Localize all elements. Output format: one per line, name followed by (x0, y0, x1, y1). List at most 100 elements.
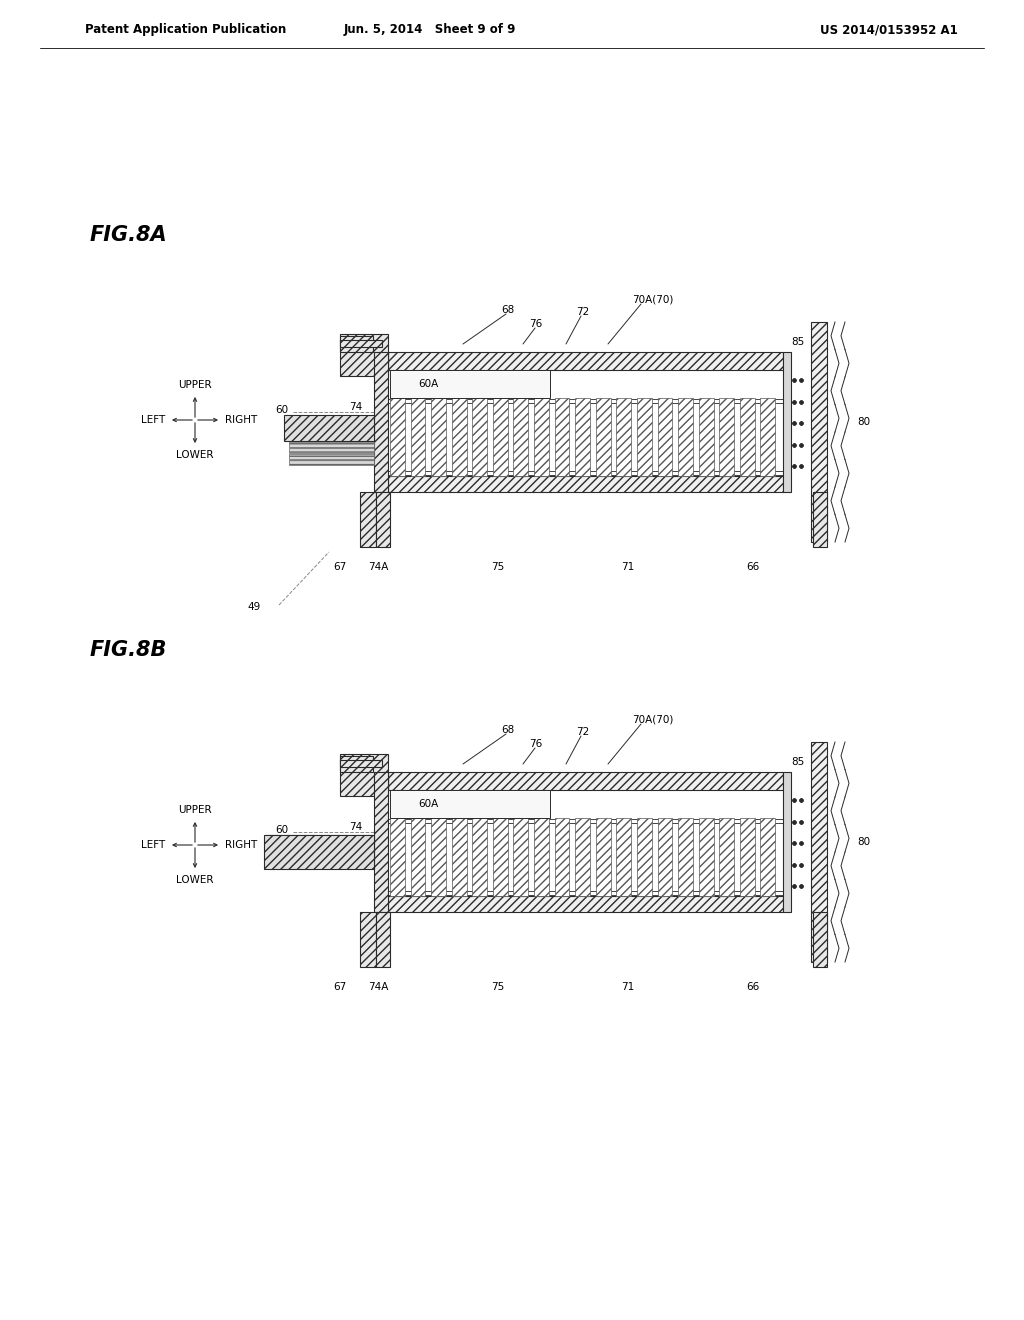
Bar (472, 818, 487, 896)
Bar (340, 334, 388, 376)
Bar (698, 399, 714, 477)
Bar (411, 399, 425, 477)
Bar (616, 399, 631, 477)
Bar (374, 772, 388, 912)
Bar (289, 454, 374, 459)
Text: 70A(70): 70A(70) (632, 715, 674, 725)
Bar (698, 818, 714, 896)
Text: LOWER: LOWER (176, 875, 214, 884)
Text: 80: 80 (857, 417, 870, 426)
Bar (616, 818, 631, 896)
Text: 67: 67 (333, 562, 346, 572)
Bar (340, 756, 373, 772)
Bar (657, 818, 673, 896)
Bar (340, 754, 388, 796)
Bar (360, 912, 376, 968)
Bar (452, 399, 467, 477)
Bar (284, 414, 374, 441)
Bar (493, 399, 508, 477)
Bar (289, 442, 374, 447)
Bar (452, 818, 467, 896)
Text: UPPER: UPPER (178, 380, 212, 389)
Text: 75: 75 (492, 562, 505, 572)
Bar (513, 818, 528, 896)
Bar (340, 337, 373, 352)
Text: 60: 60 (274, 405, 288, 414)
Bar (431, 399, 446, 477)
Bar (535, 399, 549, 477)
Text: 76: 76 (529, 319, 543, 329)
Bar (555, 818, 569, 896)
Text: RIGHT: RIGHT (225, 414, 257, 425)
Text: Patent Application Publication: Patent Application Publication (85, 24, 287, 37)
Bar (493, 818, 508, 896)
Text: 71: 71 (622, 562, 635, 572)
Bar (340, 760, 382, 767)
Text: US 2014/0153952 A1: US 2014/0153952 A1 (820, 24, 957, 37)
Text: 68: 68 (502, 725, 515, 735)
Text: FIG.8A: FIG.8A (90, 224, 168, 246)
Text: LOWER: LOWER (176, 450, 214, 459)
Text: 72: 72 (577, 727, 590, 737)
Bar (289, 459, 374, 465)
Bar (388, 772, 783, 789)
Text: 85: 85 (792, 337, 805, 347)
Bar (811, 322, 827, 543)
Bar (360, 492, 376, 546)
Bar (637, 818, 651, 896)
Bar (411, 818, 425, 896)
Text: UPPER: UPPER (178, 805, 212, 814)
Text: LEFT: LEFT (140, 840, 165, 850)
Bar (376, 912, 390, 968)
Text: 74: 74 (349, 403, 362, 412)
Bar (390, 818, 404, 896)
Text: 66: 66 (746, 562, 760, 572)
Bar (264, 836, 374, 869)
Text: 74: 74 (349, 822, 362, 832)
Bar (340, 341, 382, 347)
Bar (555, 399, 569, 477)
Bar (761, 818, 775, 896)
Bar (740, 399, 755, 477)
Bar (431, 818, 446, 896)
Text: 74A: 74A (368, 982, 388, 993)
Bar (740, 818, 755, 896)
Bar (678, 818, 693, 896)
Text: 80: 80 (857, 837, 870, 847)
Text: RIGHT: RIGHT (225, 840, 257, 850)
Bar (289, 447, 374, 453)
Text: 76: 76 (529, 739, 543, 748)
Bar (761, 399, 775, 477)
Text: 71: 71 (622, 982, 635, 993)
Text: 60A: 60A (418, 379, 438, 389)
Bar (575, 399, 590, 477)
Text: 72: 72 (577, 308, 590, 317)
Bar (513, 399, 528, 477)
Text: LEFT: LEFT (140, 414, 165, 425)
Text: 70A(70): 70A(70) (632, 294, 674, 305)
Text: 60: 60 (274, 825, 288, 836)
Bar (783, 772, 791, 912)
Bar (719, 399, 734, 477)
Bar (388, 896, 783, 912)
Bar (472, 399, 487, 477)
Bar (390, 789, 550, 818)
Bar (390, 399, 404, 477)
Bar (783, 352, 791, 492)
Text: 75: 75 (492, 982, 505, 993)
Bar (575, 818, 590, 896)
Bar (376, 492, 390, 546)
Text: 74A: 74A (368, 562, 388, 572)
Bar (719, 818, 734, 896)
Bar (678, 399, 693, 477)
Bar (657, 399, 673, 477)
Text: 68: 68 (502, 305, 515, 315)
Text: FIG.8B: FIG.8B (90, 640, 167, 660)
Text: 49: 49 (248, 602, 261, 612)
Bar (813, 912, 827, 968)
Bar (388, 352, 783, 370)
Bar (596, 818, 610, 896)
Bar (388, 477, 783, 492)
Bar (811, 742, 827, 962)
Text: Jun. 5, 2014   Sheet 9 of 9: Jun. 5, 2014 Sheet 9 of 9 (344, 24, 516, 37)
